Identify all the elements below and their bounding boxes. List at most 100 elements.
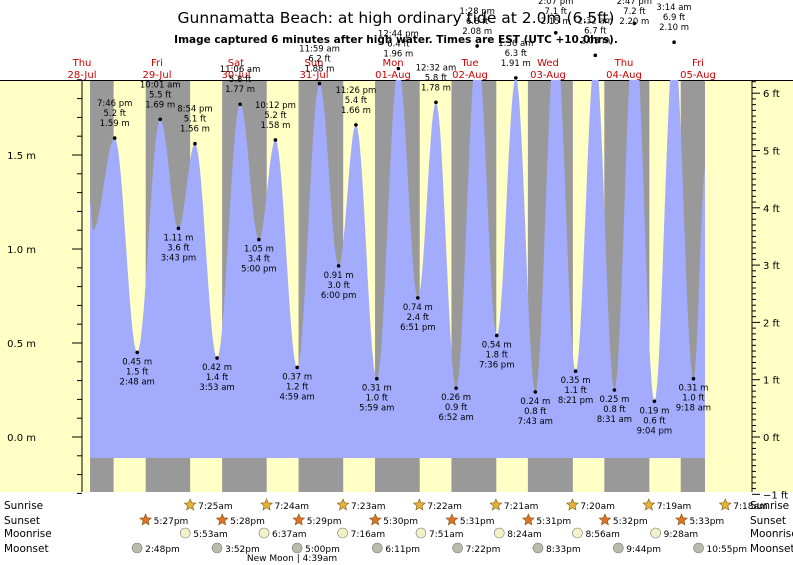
sunset-time: 5:30pm	[383, 517, 418, 527]
moonset-icon	[613, 542, 624, 554]
tide-low-time: 8:21 pm	[558, 396, 593, 406]
tide-high-m: 1.69 m	[145, 100, 175, 110]
moonset-icon	[372, 542, 383, 554]
moonset-icon	[452, 542, 463, 554]
sunrise-icon	[642, 498, 656, 511]
tide-high-m: 1.77 m	[225, 85, 255, 95]
tide-high-time: 2:47 pm	[617, 0, 652, 7]
tide-low-ft: 1.5 ft	[126, 367, 149, 377]
tide-low-time: 6:52 am	[438, 413, 473, 423]
sunset-time: 5:29pm	[307, 517, 342, 527]
sunset-time: 5:27pm	[154, 517, 189, 527]
tide-low-m: 0.31 m	[678, 384, 708, 394]
tide-low-ft: 0.6 ft	[643, 416, 666, 426]
sunset-icon	[139, 513, 153, 526]
tide-high-time: 8:54 pm	[177, 105, 212, 115]
tide-high-ft: 5.2 ft	[104, 109, 127, 119]
sunrise-icon	[183, 498, 197, 511]
tide-point	[632, 21, 637, 26]
tide-point	[354, 123, 358, 127]
sunset-time: 5:33pm	[689, 517, 724, 527]
sunrise-icon	[260, 498, 274, 511]
moonrise-time: 8:56am	[585, 530, 620, 540]
tide-point	[416, 296, 420, 300]
moonrise-time: 9:28am	[664, 530, 699, 540]
tide-low-time: 6:00 pm	[321, 291, 356, 301]
sunrise-time: 7:25am	[198, 502, 233, 512]
tide-high-time: 10:01 am	[140, 80, 181, 90]
tide-point	[396, 66, 401, 71]
tide-low-ft: 1.2 ft	[286, 382, 309, 392]
tide-low-time: 2:48 am	[120, 377, 155, 387]
margin-left	[0, 81, 90, 492]
tide-point	[273, 138, 278, 142]
sunset-icon	[521, 513, 535, 526]
sunrise-time: 7:22am	[427, 502, 462, 512]
moonset-time: 2:48pm	[145, 545, 180, 555]
moonrise-time: 8:24am	[507, 530, 542, 540]
tide-high-ft: 5.8 ft	[229, 75, 252, 85]
day-date: 31-Jul	[300, 70, 329, 81]
tide-low-time: 9:04 pm	[637, 426, 672, 436]
tide-point	[513, 76, 518, 80]
day-date: 03-Aug	[530, 70, 566, 81]
right-tick-label: −1 ft	[763, 490, 788, 501]
tide-high-m: 1.59 m	[100, 119, 130, 129]
tide-point	[691, 376, 696, 381]
sunrise-time: 7:18am	[733, 502, 768, 512]
tide-point	[434, 100, 438, 105]
moonset-time: 3:52pm	[225, 545, 260, 555]
tide-low-ft: 0.8 ft	[524, 407, 547, 417]
tide-high-ft: 5.5 ft	[149, 90, 172, 100]
moonrise-time: 7:16am	[351, 530, 386, 540]
day-date: 04-Aug	[606, 70, 642, 81]
sunset-icon	[368, 513, 382, 526]
tide-point	[573, 369, 578, 374]
right-tick-label: 2 ft	[763, 318, 780, 329]
moonrise-icon	[650, 527, 661, 539]
moonset-icon	[693, 542, 704, 554]
moonrise-icon	[258, 527, 270, 539]
sunset-icon	[292, 513, 306, 526]
tide-point	[593, 53, 598, 58]
tide-high-time: 12:32 am	[416, 63, 457, 73]
tide-high-time: 10:12 pm	[255, 101, 296, 111]
tide-point	[553, 31, 558, 35]
sunrise-time: 7:21am	[504, 502, 539, 512]
tide-low-time: 3:43 pm	[161, 253, 196, 263]
tide-low-m: 0.26 m	[441, 393, 471, 403]
sunset-icon	[445, 513, 459, 526]
day-date: 02-Aug	[452, 70, 488, 81]
tide-low-ft: 1.4 ft	[206, 373, 229, 383]
tide-high-time: 11:06 am	[220, 65, 261, 75]
day-date: 29-Jul	[143, 70, 172, 81]
tide-high-ft: 5.1 ft	[184, 115, 207, 125]
tide-high-m: 1.56 m	[180, 125, 210, 135]
day-name: Sat	[228, 58, 244, 69]
sunrise-icon	[412, 498, 426, 511]
sunrise-time: 7:24am	[275, 502, 310, 512]
sunset-label-left: Sunset	[4, 515, 40, 527]
tide-low-m: 1.11 m	[163, 233, 193, 243]
tide-low-ft: 0.8 ft	[603, 405, 626, 415]
tide-low-time: 6:51 pm	[400, 323, 435, 333]
day-labels: Thu28-JulFri29-JulSat30-JulSun31-JulMon0…	[68, 58, 716, 81]
tide-low-time: 4:59 am	[280, 392, 315, 402]
tide-low-m: 0.19 m	[639, 406, 669, 416]
tide-point	[612, 388, 617, 392]
day-name: Fri	[692, 58, 704, 69]
tide-point	[533, 390, 538, 394]
tide-point	[135, 350, 140, 355]
tide-low-m: 0.54 m	[482, 340, 512, 350]
sunset-time: 5:32pm	[613, 517, 648, 527]
tide-point	[112, 136, 117, 140]
tide-high-ft: 6.8 ft	[466, 17, 489, 27]
tide-point	[158, 117, 163, 122]
right-tick-label: 3 ft	[763, 261, 780, 272]
day-date: 01-Aug	[375, 70, 411, 81]
tide-high-m: 1.58 m	[260, 121, 290, 131]
tide-low-time: 3:53 am	[199, 383, 234, 393]
moonrise-label-left: Moonrise	[4, 528, 52, 540]
tide-point	[336, 264, 341, 268]
